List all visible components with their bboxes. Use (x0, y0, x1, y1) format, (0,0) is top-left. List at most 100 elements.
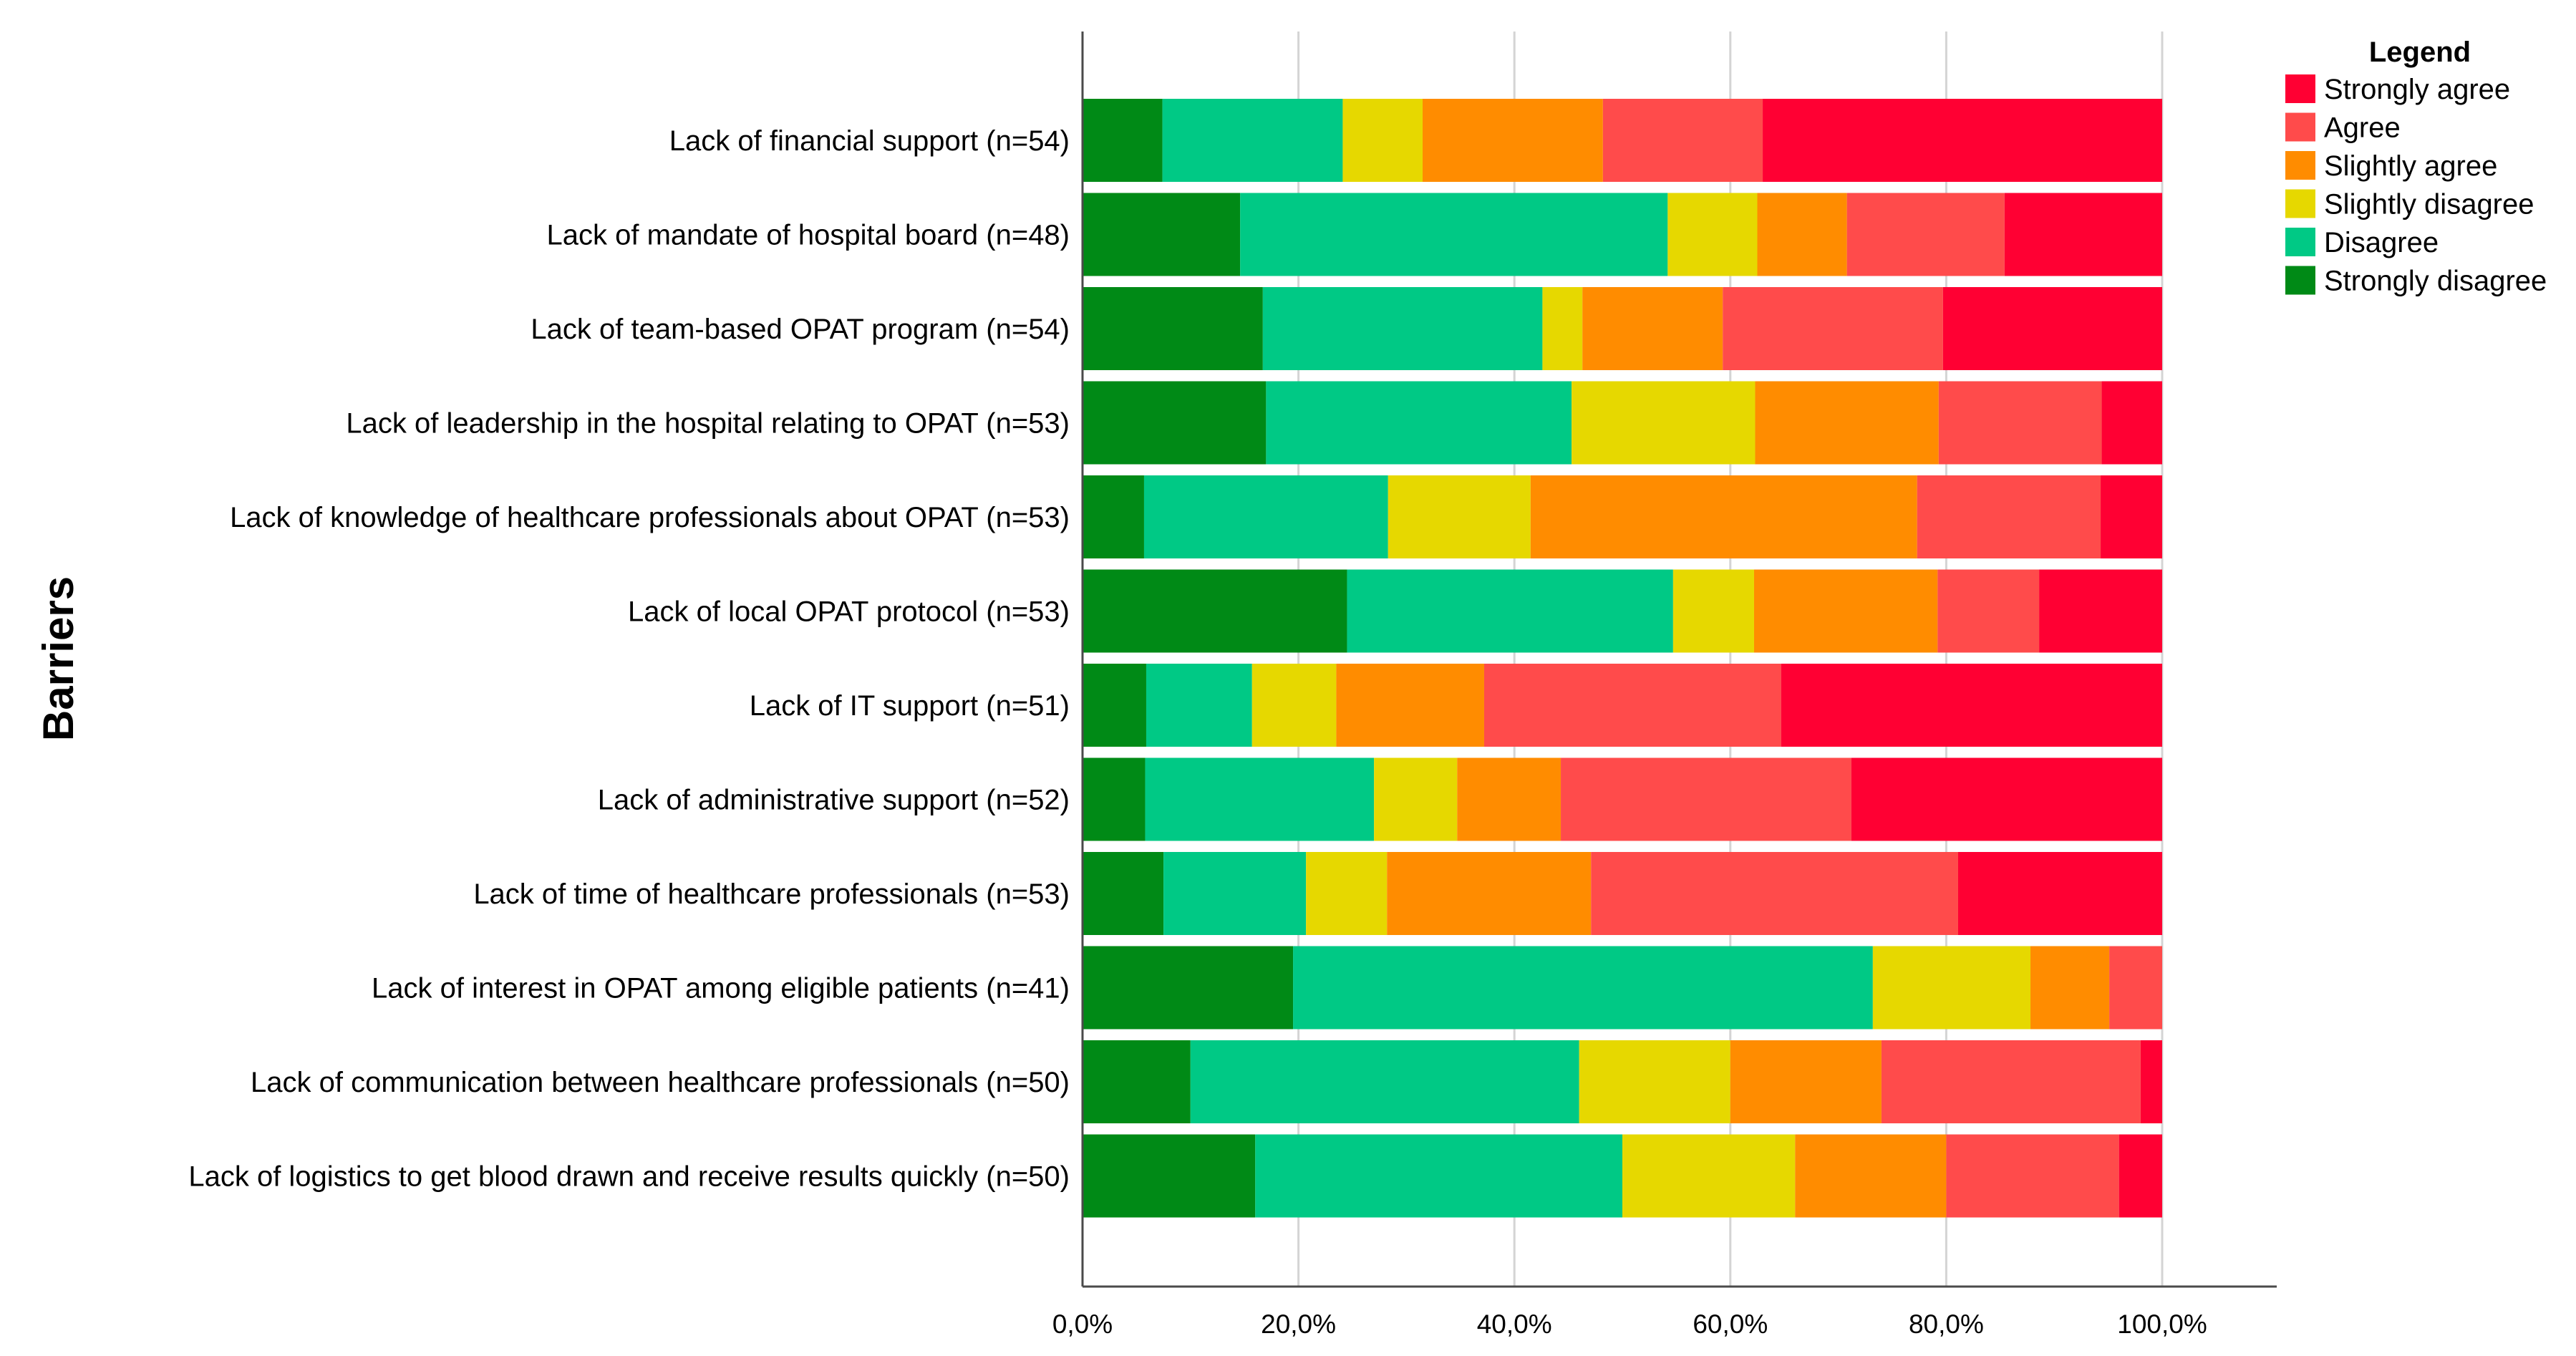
bar-6-slightly-agree (1753, 569, 1938, 653)
category-label: Lack of logistics to get blood drawn and… (188, 1161, 1070, 1193)
legend-swatch-disagree (2285, 228, 2315, 256)
bar-11-slightly-disagree (1579, 1040, 1730, 1123)
bar-4-slightly-agree (1755, 381, 1939, 465)
category-label: Lack of IT support (n=51) (750, 690, 1070, 722)
bar-5-strongly-agree (2101, 475, 2162, 558)
bar-11-strongly-agree (2140, 1040, 2162, 1123)
legend-swatch-agree (2285, 112, 2315, 142)
bar-7-slightly-agree (1336, 664, 1484, 747)
bar-8-agree (1561, 757, 1851, 841)
x-tick-label: 60,0% (1693, 1309, 1768, 1339)
bar-8-disagree (1145, 757, 1375, 841)
bar-11-agree (1881, 1040, 2141, 1123)
bar-4-agree (1938, 381, 2102, 465)
bar-5-disagree (1143, 475, 1388, 558)
bar-3-slightly-agree (1582, 287, 1723, 370)
legend-swatch-slightly-disagree (2285, 189, 2315, 218)
bar-5-agree (1917, 475, 2101, 558)
bar-9-slightly-agree (1387, 852, 1592, 935)
bar-10-agree (2109, 946, 2162, 1030)
x-tick-label: 0,0% (1052, 1309, 1113, 1339)
bar-area (1083, 99, 2162, 1218)
bar-12-slightly-agree (1795, 1134, 1947, 1218)
bar-3-strongly-agree (1942, 287, 2162, 370)
bar-8-strongly-agree (1851, 757, 2162, 841)
x-tick-label: 80,0% (1909, 1309, 1984, 1339)
x-tick-label: 20,0% (1261, 1309, 1336, 1339)
legend-swatch-strongly-agree (2285, 74, 2315, 103)
bar-1-disagree (1162, 99, 1343, 182)
bar-1-strongly-disagree (1083, 99, 1163, 182)
bar-3-slightly-disagree (1542, 287, 1583, 370)
bar-7-slightly-disagree (1251, 664, 1337, 747)
bar-3-agree (1723, 287, 1943, 370)
x-tick-label: 40,0% (1477, 1309, 1552, 1339)
bar-4-strongly-disagree (1083, 381, 1267, 465)
bar-10-strongly-disagree (1083, 946, 1294, 1030)
bar-4-strongly-agree (2101, 381, 2162, 465)
bar-4-slightly-disagree (1572, 381, 1756, 465)
category-label: Lack of knowledge of healthcare professi… (230, 502, 1070, 533)
legend-swatch-strongly-disagree (2285, 266, 2315, 295)
legend: Legend Strongly agree Agree Slightly agree… (2285, 37, 2547, 297)
bar-2-slightly-disagree (1667, 193, 1758, 276)
category-label: Lack of administrative support (n=52) (598, 785, 1070, 816)
category-labels: Lack of financial support (n=54) Lack of … (188, 125, 1070, 1193)
bar-9-strongly-agree (1957, 852, 2162, 935)
bar-10-slightly-agree (2030, 946, 2110, 1030)
bar-2-strongly-agree (2004, 193, 2162, 276)
bar-7-strongly-agree (1781, 664, 2162, 747)
legend-label: Agree (2324, 112, 2401, 144)
legend-title: Legend (2369, 37, 2471, 68)
category-label: Lack of local OPAT protocol (n=53) (628, 596, 1070, 628)
bar-9-slightly-disagree (1306, 852, 1388, 935)
bar-6-strongly-disagree (1083, 569, 1347, 653)
bar-12-disagree (1255, 1134, 1622, 1218)
bar-6-agree (1937, 569, 2040, 653)
bar-11-strongly-disagree (1083, 1040, 1191, 1123)
bar-2-slightly-agree (1757, 193, 1847, 276)
bar-12-agree (1946, 1134, 2119, 1218)
bar-5-strongly-disagree (1083, 475, 1144, 558)
bar-6-disagree (1347, 569, 1673, 653)
bar-9-agree (1591, 852, 1958, 935)
category-label: Lack of time of healthcare professionals… (473, 878, 1070, 910)
bar-3-strongly-disagree (1083, 287, 1263, 370)
category-label: Lack of financial support (n=54) (669, 125, 1070, 157)
bar-7-agree (1483, 664, 1781, 747)
legend-swatch-slightly-agree (2285, 151, 2315, 180)
x-tick-label: 100,0% (2117, 1309, 2207, 1339)
bar-7-strongly-disagree (1083, 664, 1146, 747)
bar-2-agree (1846, 193, 2005, 276)
bar-8-strongly-disagree (1083, 757, 1146, 841)
bar-12-strongly-disagree (1083, 1134, 1256, 1218)
bar-1-slightly-disagree (1342, 99, 1423, 182)
x-tick-labels: 0,0% 20,0% 40,0% 60,0% 80,0% 100,0% (1052, 1309, 2207, 1339)
legend-label: Strongly disagree (2324, 266, 2547, 297)
bar-12-strongly-agree (2119, 1134, 2162, 1218)
bar-1-slightly-agree (1423, 99, 1603, 182)
bar-8-slightly-agree (1457, 757, 1561, 841)
bar-1-strongly-agree (1763, 99, 2162, 182)
bar-12-slightly-disagree (1622, 1134, 1796, 1218)
category-label: Lack of team-based OPAT program (n=54) (531, 314, 1070, 345)
axes (1081, 32, 2277, 1288)
bar-11-disagree (1190, 1040, 1579, 1123)
bar-8-slightly-disagree (1374, 757, 1458, 841)
category-label: Lack of mandate of hospital board (n=48) (547, 220, 1070, 251)
category-label: Lack of leadership in the hospital relat… (346, 408, 1070, 440)
bar-6-strongly-agree (2039, 569, 2162, 653)
category-label: Lack of interest in OPAT among eligible … (372, 973, 1070, 1004)
y-axis-label: Barriers (34, 576, 82, 741)
bar-9-disagree (1163, 852, 1307, 935)
legend-label: Strongly agree (2324, 74, 2510, 105)
legend-label: Disagree (2324, 227, 2439, 258)
bar-11-slightly-agree (1730, 1040, 1882, 1123)
bar-4-disagree (1266, 381, 1572, 465)
bar-9-strongly-disagree (1083, 852, 1164, 935)
bar-2-strongly-disagree (1083, 193, 1241, 276)
legend-label: Slightly agree (2324, 150, 2497, 182)
bar-3-disagree (1262, 287, 1543, 370)
bar-1-agree (1602, 99, 1763, 182)
